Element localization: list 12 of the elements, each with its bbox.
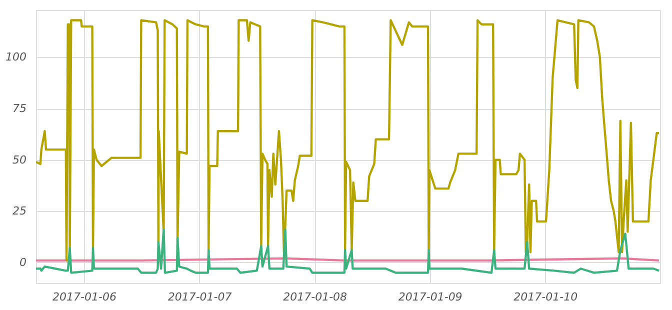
- y-tick-label: 50: [12, 153, 26, 166]
- x-tick-label: 2017-01-07: [168, 290, 232, 304]
- x-tick-label: 2017-01-09: [398, 290, 462, 304]
- y-tick-label: 25: [12, 204, 26, 218]
- x-tick-label: 2017-01-10: [514, 290, 578, 304]
- line-series: [36, 228, 660, 274]
- y-tick-label: 75: [12, 102, 26, 116]
- line-series: [36, 19, 660, 262]
- x-tick-label: 2017-01-08: [283, 290, 348, 304]
- y-tick-label: 100: [6, 50, 26, 64]
- y-tick-label: 0: [20, 256, 26, 269]
- x-tick-label: 2017-01-06: [52, 290, 116, 304]
